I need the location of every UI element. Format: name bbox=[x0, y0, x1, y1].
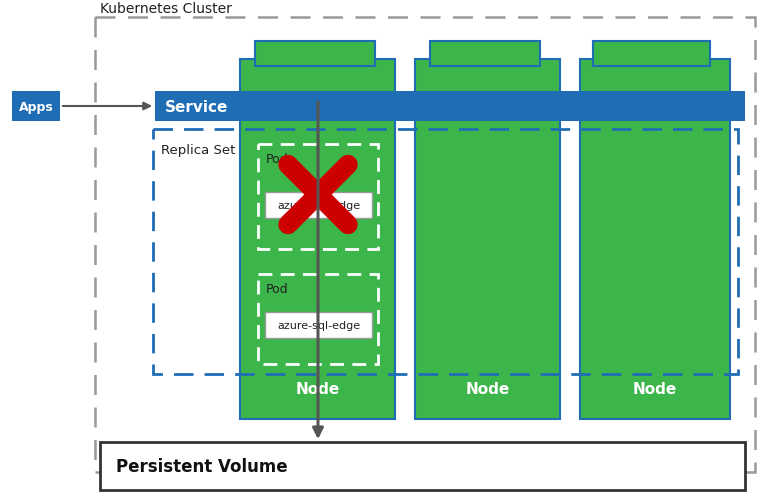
Text: Node: Node bbox=[633, 382, 677, 397]
Text: Pod: Pod bbox=[266, 153, 288, 166]
Text: Node: Node bbox=[465, 382, 509, 397]
Text: Replica Set: Replica Set bbox=[161, 144, 236, 157]
FancyBboxPatch shape bbox=[593, 42, 710, 67]
FancyBboxPatch shape bbox=[240, 60, 395, 419]
Text: azure-sql-edge: azure-sql-edge bbox=[277, 320, 360, 330]
FancyBboxPatch shape bbox=[265, 313, 372, 338]
Text: Kubernetes Cluster: Kubernetes Cluster bbox=[100, 2, 232, 16]
Text: Service: Service bbox=[165, 99, 229, 114]
FancyBboxPatch shape bbox=[265, 192, 372, 218]
FancyBboxPatch shape bbox=[255, 42, 375, 67]
FancyBboxPatch shape bbox=[580, 60, 730, 419]
Text: Node: Node bbox=[295, 382, 340, 397]
FancyBboxPatch shape bbox=[430, 42, 540, 67]
FancyBboxPatch shape bbox=[100, 442, 745, 490]
FancyBboxPatch shape bbox=[155, 92, 745, 122]
Text: Pod: Pod bbox=[266, 283, 288, 296]
Text: Persistent Volume: Persistent Volume bbox=[116, 457, 288, 475]
Text: Apps: Apps bbox=[18, 100, 54, 113]
Text: azure-sql-edge: azure-sql-edge bbox=[277, 200, 360, 210]
FancyBboxPatch shape bbox=[12, 92, 60, 122]
FancyBboxPatch shape bbox=[415, 60, 560, 419]
